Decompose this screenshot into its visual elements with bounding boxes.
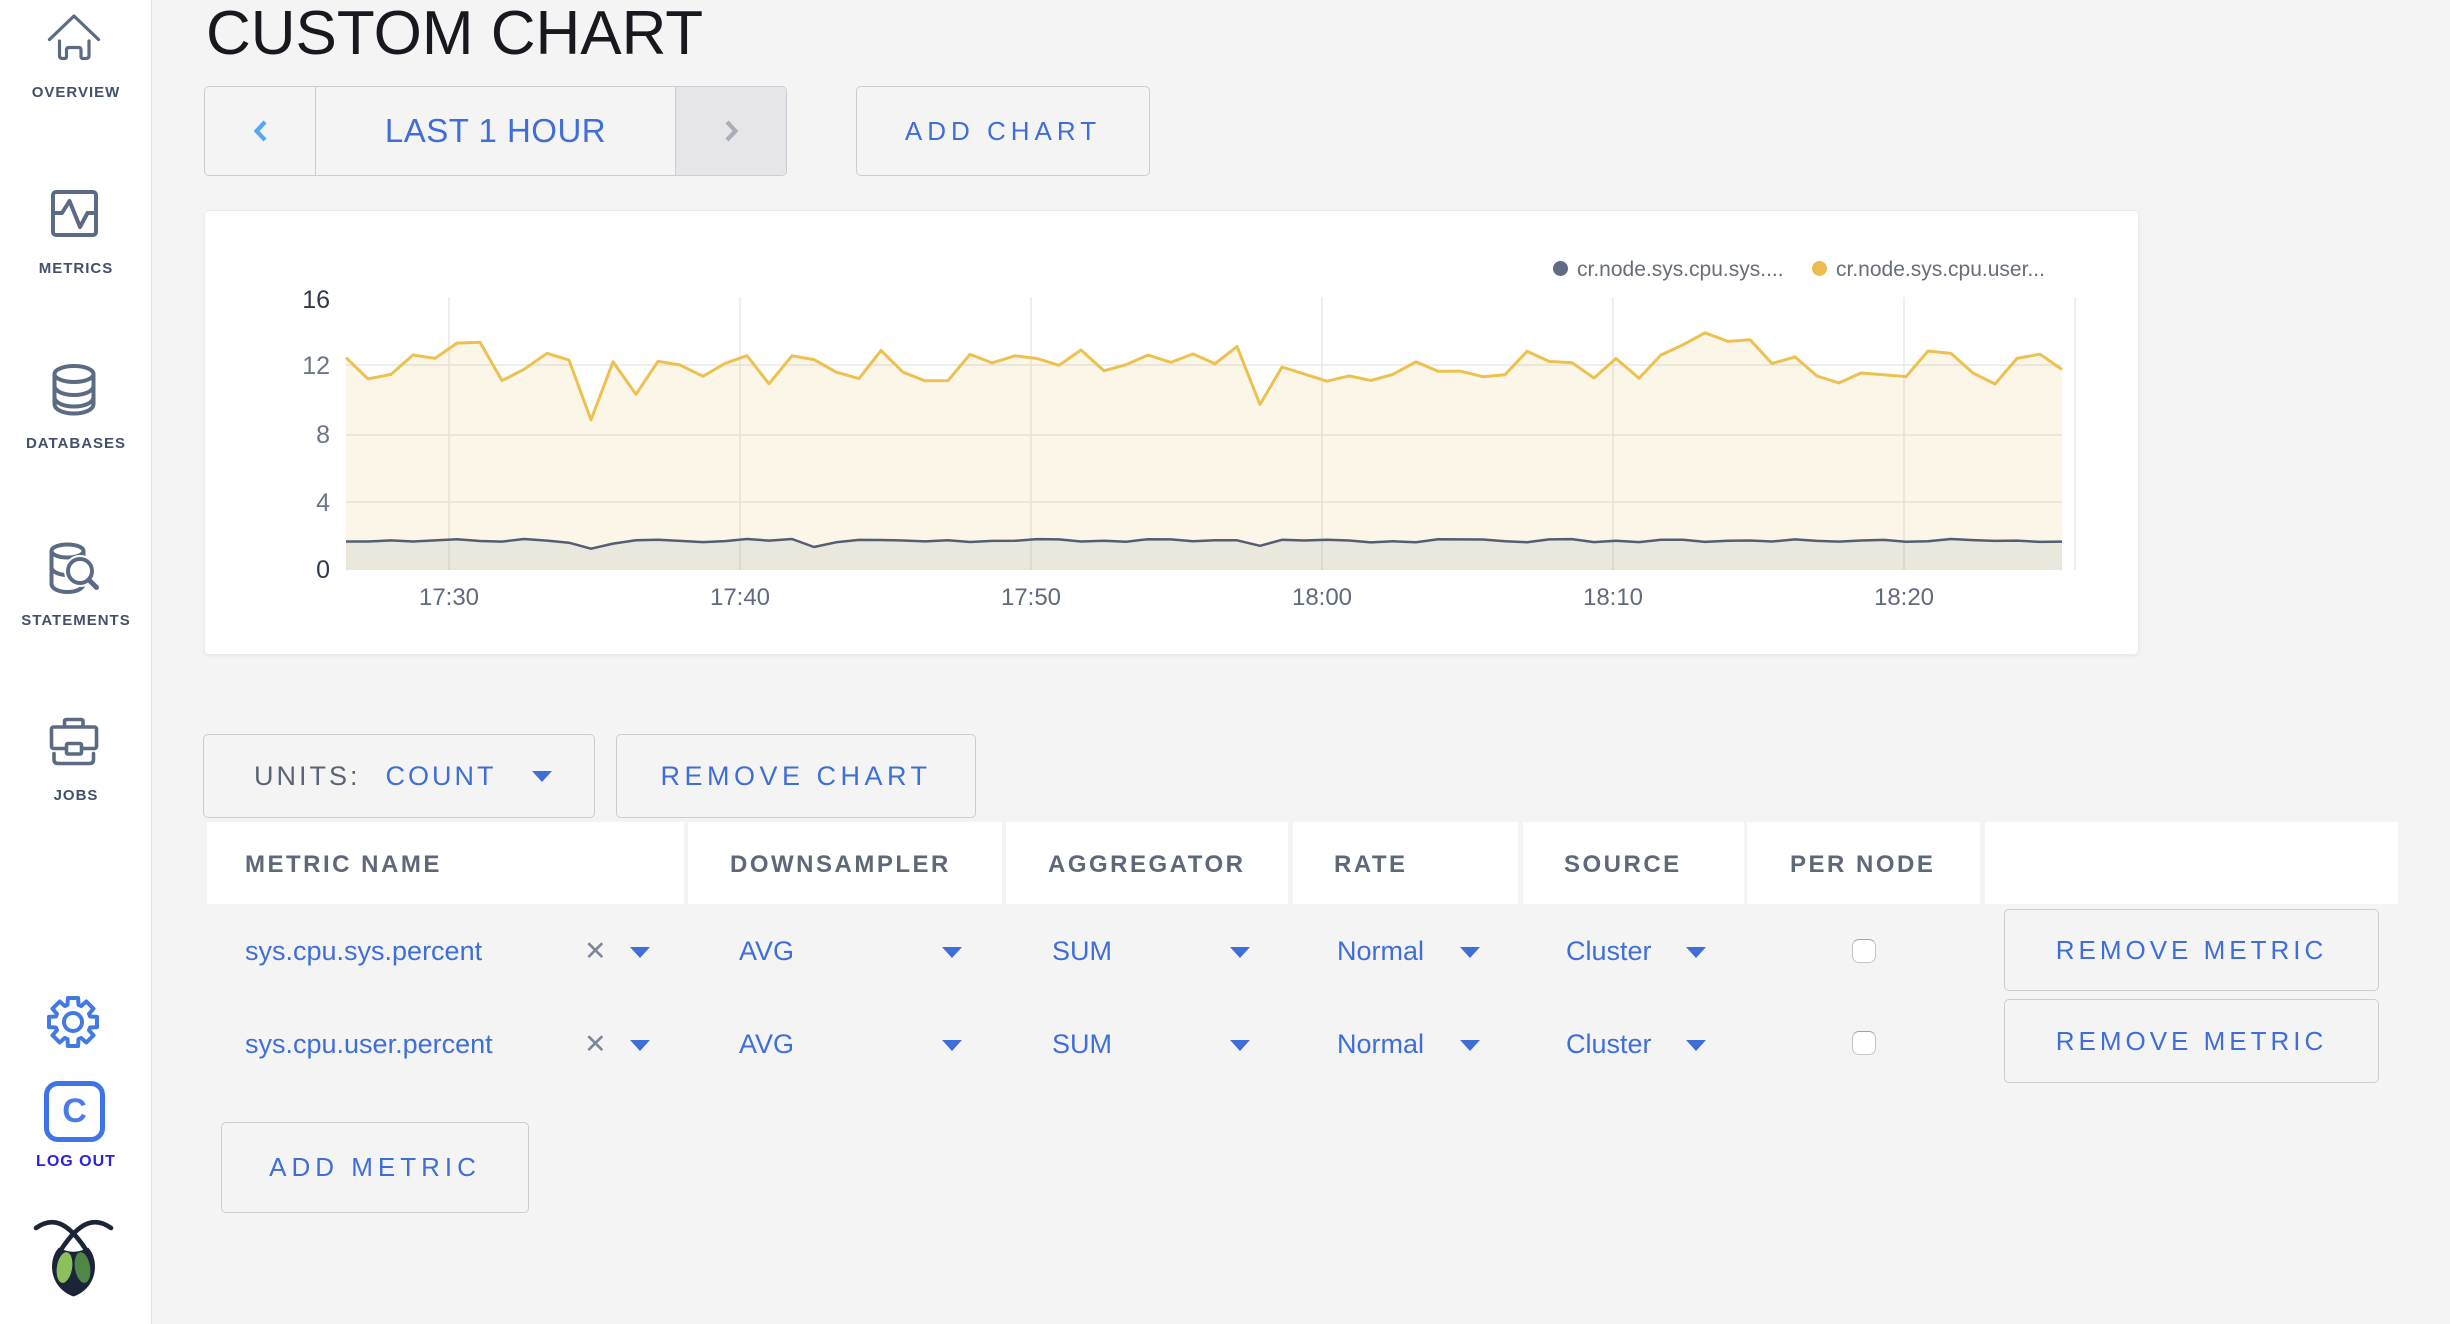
- svg-text:18:20: 18:20: [1874, 584, 1934, 611]
- svg-text:12: 12: [302, 352, 330, 380]
- svg-text:8: 8: [316, 421, 330, 449]
- svg-text:17:30: 17:30: [419, 584, 479, 611]
- svg-text:17:50: 17:50: [1001, 584, 1061, 611]
- svg-text:18:00: 18:00: [1292, 584, 1352, 611]
- svg-text:18:10: 18:10: [1583, 584, 1643, 611]
- svg-text:17:40: 17:40: [710, 584, 770, 611]
- svg-text:4: 4: [316, 489, 330, 517]
- svg-text:0: 0: [316, 556, 330, 584]
- svg-text:16: 16: [302, 286, 330, 314]
